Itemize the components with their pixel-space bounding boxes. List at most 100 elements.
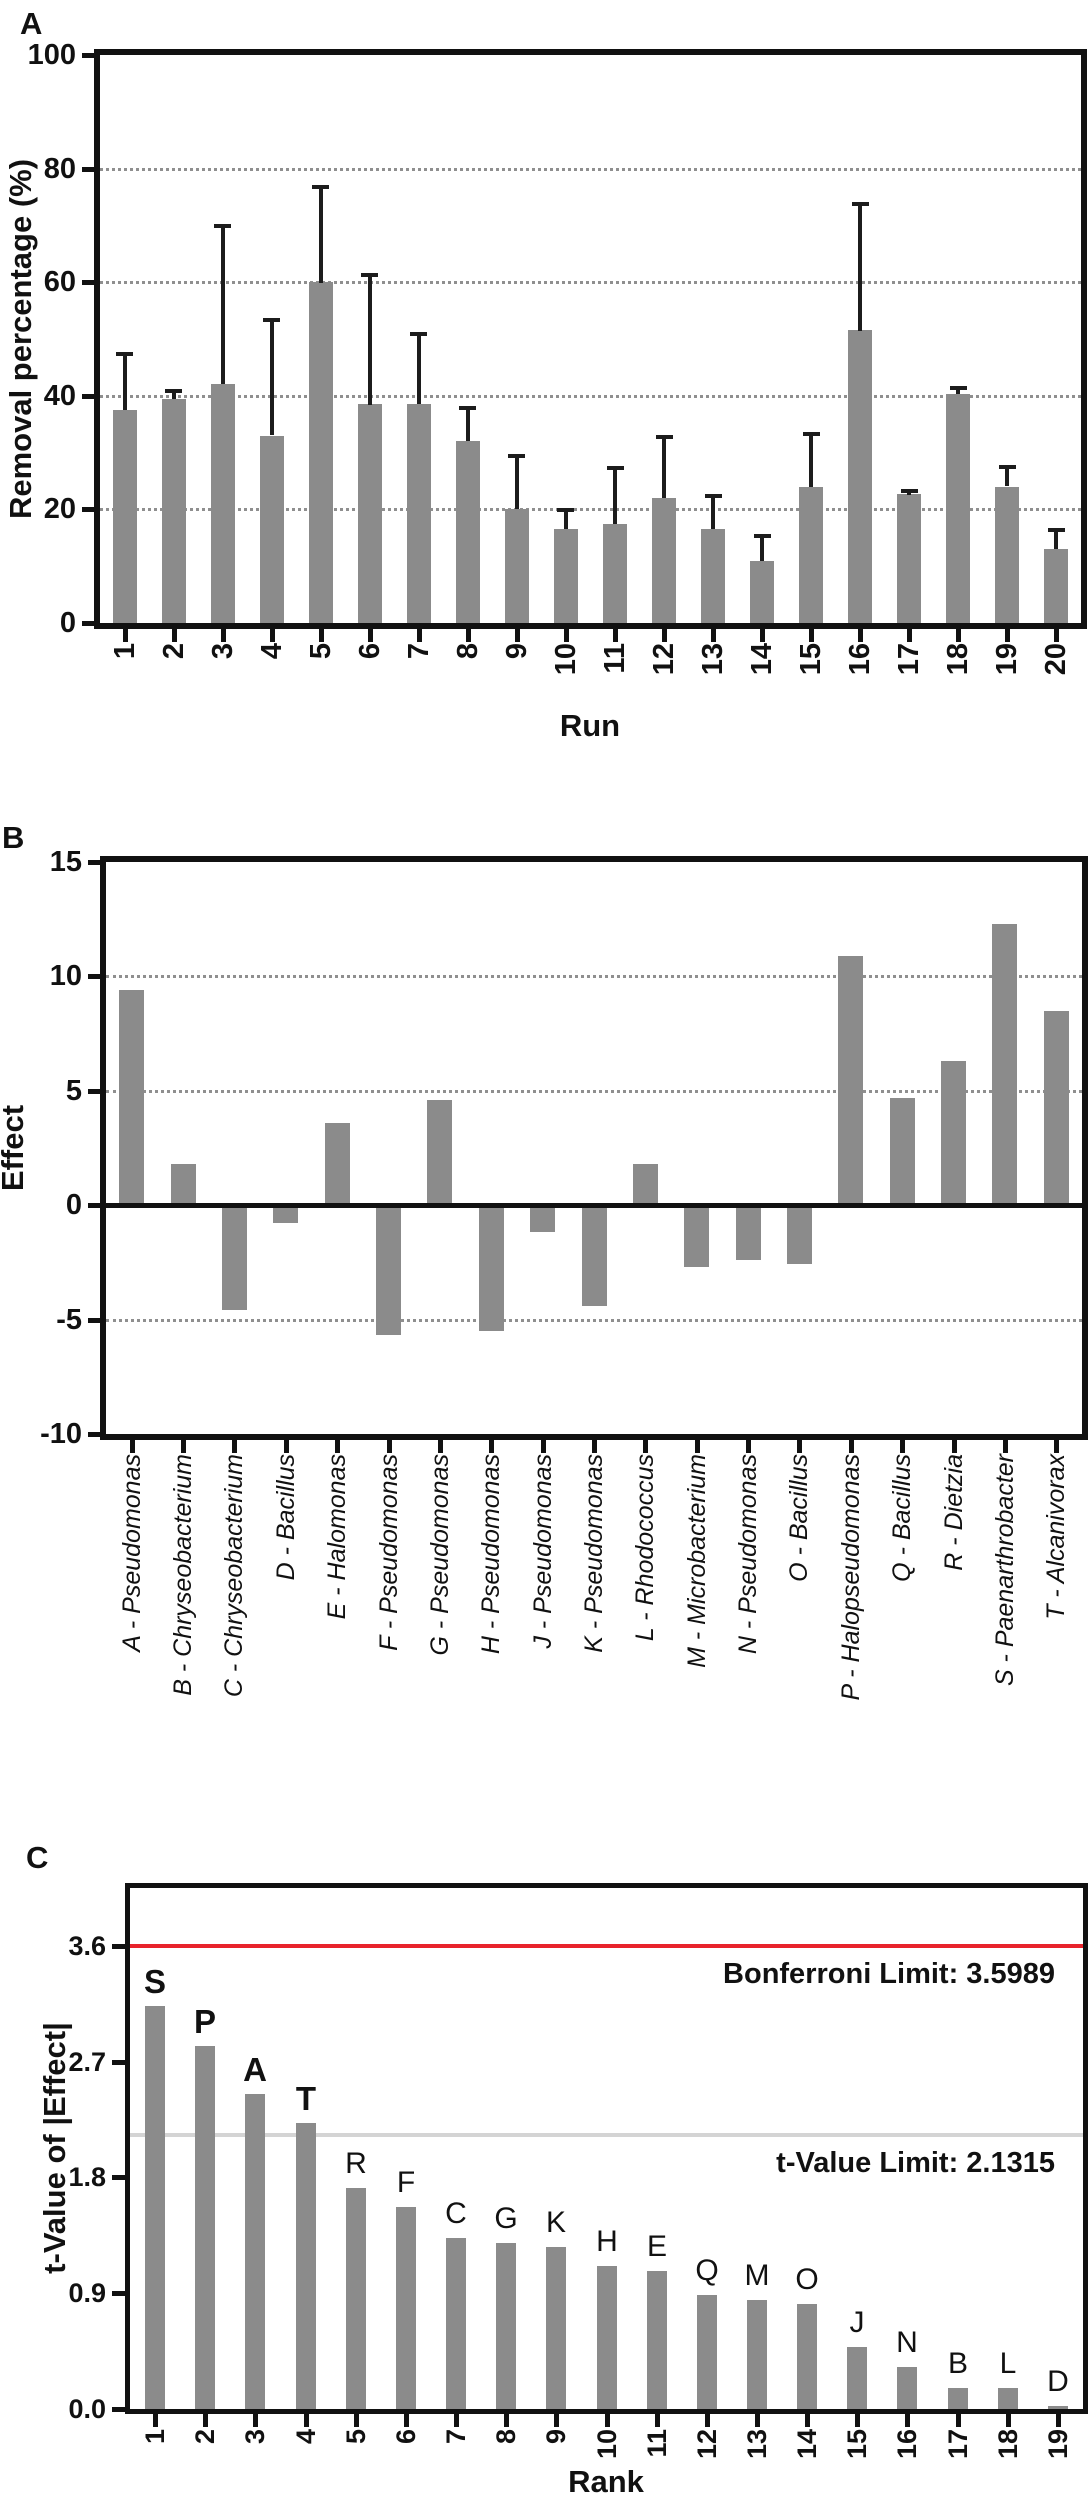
error-bar: [123, 353, 127, 410]
x-tick: [809, 629, 814, 642]
bar: [1044, 1011, 1069, 1205]
x-category-label: 8: [491, 2429, 521, 2445]
x-tick: [554, 2414, 559, 2427]
bar-letter: F: [396, 2166, 416, 2199]
x-category-label: D - Bacillus: [272, 1454, 300, 1581]
bar: [684, 1205, 709, 1267]
x-category-label: 19: [1043, 2429, 1073, 2460]
bar: [171, 1164, 196, 1205]
y-tick-label: 20: [43, 493, 76, 525]
error-bar: [417, 333, 421, 404]
bar: [992, 924, 1017, 1205]
x-tick: [417, 629, 422, 642]
y-tick: [88, 1432, 106, 1437]
y-tick-label: 0: [59, 607, 76, 639]
x-tick: [592, 1440, 597, 1453]
x-tick: [1005, 629, 1010, 642]
x-category-label: M - Microbacterium: [683, 1454, 711, 1668]
bar: [376, 1205, 401, 1335]
bar: [296, 2123, 316, 2409]
y-tick: [88, 974, 106, 979]
bar: [211, 384, 235, 623]
x-tick: [849, 1440, 854, 1453]
x-category-label: 8: [452, 643, 484, 660]
bar: [325, 1123, 350, 1205]
x-category-label: A - Pseudomonas: [118, 1454, 146, 1652]
x-category-label: 2: [158, 643, 190, 660]
bar: [897, 494, 921, 623]
bar: [195, 2046, 215, 2409]
x-category-label: 15: [795, 643, 827, 676]
y-tick: [82, 280, 100, 285]
y-tick-label: 0: [65, 1189, 82, 1221]
y-tick: [82, 53, 100, 58]
x-category-label: 12: [648, 643, 680, 676]
x-tick: [335, 1440, 340, 1453]
bar-letter: D: [1047, 2365, 1069, 2398]
bar-letter: L: [999, 2347, 1017, 2380]
y-tick-label: -10: [40, 1418, 82, 1450]
bar: [701, 529, 725, 623]
error-bar: [1005, 466, 1009, 486]
x-tick: [746, 1440, 751, 1453]
y-tick-label: 5: [65, 1075, 82, 1107]
x-tick: [504, 2414, 509, 2427]
error-bar-cap: [361, 273, 378, 277]
y-tick-label: 60: [43, 266, 76, 298]
x-tick: [123, 629, 128, 642]
x-tick: [454, 2414, 459, 2427]
reference-line-label: t-Value Limit: 2.1315: [776, 2147, 1055, 2179]
x-tick: [805, 2414, 810, 2427]
x-tick: [221, 629, 226, 642]
x-tick: [172, 629, 177, 642]
x-category-label: 13: [697, 643, 729, 676]
bar-letter: E: [646, 2230, 667, 2263]
bar: [897, 2367, 917, 2409]
x-tick: [387, 1440, 392, 1453]
x-tick: [130, 1440, 135, 1453]
bar: [530, 1205, 555, 1232]
x-category-label: 20: [1040, 643, 1072, 676]
panel-c-plot: Bonferroni Limit: 3.5989 t-Value Limit: 2…: [68, 1883, 1088, 2459]
y-tick-label: 40: [43, 380, 76, 412]
error-bar: [858, 203, 862, 331]
x-tick: [181, 1440, 186, 1453]
reference-line: [130, 1944, 1083, 1948]
x-category-label: 5: [341, 2429, 371, 2445]
x-category-label: 9: [501, 643, 533, 660]
bar-letter: P: [193, 2003, 216, 2040]
x-tick: [855, 2414, 860, 2427]
y-tick: [112, 2291, 130, 2296]
x-tick: [489, 1440, 494, 1453]
bar: [479, 1205, 504, 1331]
reference-line-label: Bonferroni Limit: 3.5989: [723, 1958, 1055, 1990]
bar-letter: T: [295, 2080, 317, 2117]
error-bar-cap: [754, 534, 771, 538]
bar: [427, 1100, 452, 1205]
x-tick: [1006, 2414, 1011, 2427]
gridline: [100, 281, 1081, 284]
bar-letter: G: [494, 2202, 518, 2235]
bar: [750, 561, 774, 623]
bar: [890, 1098, 915, 1206]
bar: [456, 441, 480, 623]
y-tick: [82, 167, 100, 172]
bar-letter: O: [795, 2263, 819, 2296]
bar: [995, 487, 1019, 623]
bar: [799, 487, 823, 623]
bar: [736, 1205, 761, 1260]
x-tick: [203, 2414, 208, 2427]
x-tick: [605, 2414, 610, 2427]
gridline: [106, 1319, 1082, 1322]
x-category-label: K - Pseudomonas: [580, 1454, 608, 1653]
x-category-label: Q - Bacillus: [888, 1454, 916, 1582]
error-bar-cap: [557, 508, 574, 512]
y-tick: [112, 2060, 130, 2065]
bar: [848, 330, 872, 623]
x-tick: [232, 1440, 237, 1453]
gridline: [100, 395, 1081, 398]
bar: [245, 2094, 265, 2409]
y-tick-label: 1.8: [68, 2162, 106, 2192]
bar: [633, 1164, 658, 1205]
